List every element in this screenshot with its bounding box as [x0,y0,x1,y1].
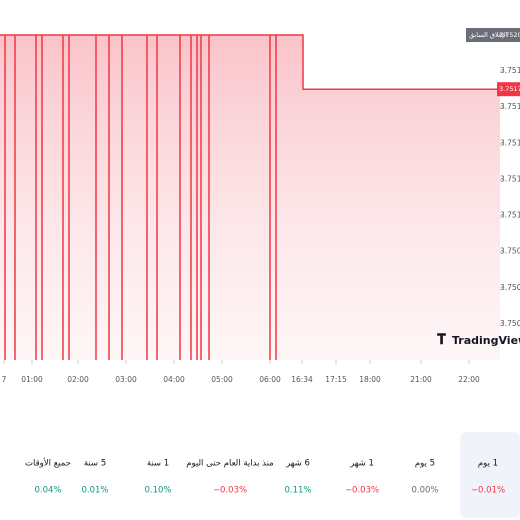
x-tick-label: 7 [2,375,7,384]
y-tick-label: 3.750800 [500,247,520,256]
last-price-label: 3.751700 [499,85,520,93]
selected-tab [460,432,520,518]
y-tick-label: 3.750400 [500,319,520,328]
area-fill [0,35,500,360]
period-change[interactable]: 0.11% [284,486,311,496]
x-tick-label: 22:00 [458,375,480,384]
period-label[interactable]: 5 يوم [415,459,435,469]
period-label[interactable]: 6 شهر [285,459,310,469]
period-label[interactable]: منذ بداية العام حتى اليوم [186,459,273,469]
y-tick-label: 3.751600 [500,102,520,111]
price-line [0,34,500,360]
y-tick-label: 3.751400 [500,138,520,147]
x-tick-label: 03:00 [115,375,137,384]
x-tick-label: 06:00 [259,375,281,384]
x-tick-label: 21:00 [410,375,432,384]
period-label[interactable]: جميع الأوقات [25,458,71,469]
y-tick-label: 3.751800 [500,66,520,75]
y-tick-label: 3.750600 [500,283,520,292]
x-tick-label: 01:00 [21,375,43,384]
x-tick-label: 02:00 [67,375,89,384]
period-label[interactable]: 5 سنة [84,459,106,469]
period-label[interactable]: 1 سنة [147,459,169,469]
period-change[interactable]: −0.03% [345,486,379,496]
period-change[interactable]: −0.03% [213,486,247,496]
y-tick-label: 3.751000 [500,211,520,220]
period-change[interactable]: 0.10% [144,486,171,496]
x-tick-label: 04:00 [163,375,185,384]
period-change[interactable]: 0.01% [81,486,108,496]
last-price-tag [497,82,520,97]
period-label[interactable]: 1 يوم [478,459,498,469]
period-label[interactable]: 1 شهر [349,459,374,469]
watermark-logo: 𝐓 [437,332,446,348]
x-tick-label: 18:00 [359,375,381,384]
y-tick-label: 3.751200 [500,174,520,183]
period-change[interactable]: −0.01% [471,486,505,496]
period-change[interactable]: 0.00% [411,486,438,496]
x-tick-label: 05:00 [211,375,233,384]
x-tick-label: 17:15 [325,375,347,384]
previous-close-tag [466,28,520,43]
previous-close-title: الإغلاق السابق [469,31,508,39]
previous-close-label: 3.752000 [499,31,520,39]
x-tick-label: 16:34 [291,375,313,384]
watermark: TradingView [452,334,520,347]
period-change[interactable]: 0.04% [34,486,61,496]
